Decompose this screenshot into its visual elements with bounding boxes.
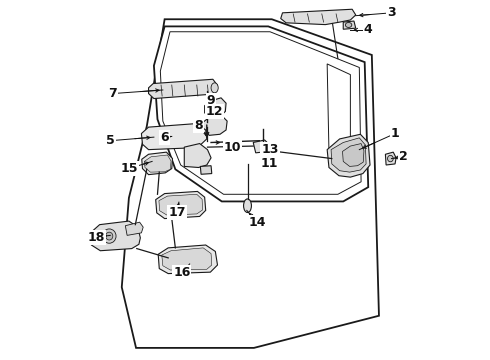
- Polygon shape: [158, 245, 218, 274]
- Polygon shape: [200, 166, 212, 174]
- Polygon shape: [148, 79, 218, 99]
- Polygon shape: [184, 144, 211, 167]
- Polygon shape: [125, 222, 143, 235]
- Polygon shape: [154, 26, 368, 202]
- Polygon shape: [386, 152, 396, 165]
- Text: 2: 2: [399, 150, 408, 163]
- Polygon shape: [156, 192, 206, 219]
- Polygon shape: [203, 115, 227, 135]
- Polygon shape: [90, 221, 140, 251]
- Text: 5: 5: [106, 134, 115, 147]
- Text: 3: 3: [387, 6, 396, 19]
- Polygon shape: [122, 19, 379, 348]
- Polygon shape: [331, 138, 366, 172]
- Polygon shape: [144, 155, 171, 172]
- Polygon shape: [205, 98, 226, 117]
- Text: 4: 4: [364, 23, 372, 36]
- Text: 17: 17: [169, 206, 186, 219]
- Text: 8: 8: [194, 119, 203, 132]
- Polygon shape: [159, 194, 202, 215]
- Polygon shape: [142, 123, 207, 150]
- Ellipse shape: [244, 199, 251, 212]
- Polygon shape: [327, 134, 370, 177]
- Polygon shape: [162, 248, 212, 270]
- Text: 9: 9: [207, 94, 216, 107]
- Text: 10: 10: [224, 141, 241, 154]
- Polygon shape: [160, 32, 361, 194]
- Ellipse shape: [102, 229, 116, 243]
- Text: 11: 11: [260, 157, 278, 170]
- Text: 15: 15: [120, 162, 138, 175]
- Text: 1: 1: [391, 127, 399, 140]
- Polygon shape: [253, 140, 269, 153]
- Text: 14: 14: [249, 216, 266, 229]
- Text: 6: 6: [160, 131, 169, 144]
- Polygon shape: [343, 21, 356, 29]
- Text: 13: 13: [261, 143, 279, 156]
- Text: 16: 16: [173, 266, 191, 279]
- Polygon shape: [142, 152, 172, 175]
- Polygon shape: [343, 144, 364, 166]
- Ellipse shape: [211, 83, 218, 93]
- Polygon shape: [327, 64, 350, 155]
- Polygon shape: [281, 9, 356, 24]
- Ellipse shape: [388, 156, 393, 162]
- Text: 7: 7: [108, 87, 117, 100]
- Ellipse shape: [106, 232, 113, 240]
- Text: 12: 12: [206, 105, 223, 118]
- Text: 18: 18: [87, 231, 105, 244]
- Ellipse shape: [345, 22, 352, 27]
